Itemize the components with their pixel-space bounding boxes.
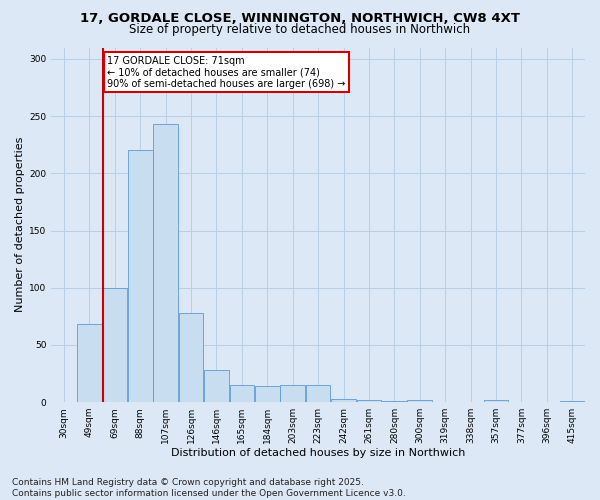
Bar <box>128 150 152 402</box>
Bar <box>280 385 305 402</box>
Y-axis label: Number of detached properties: Number of detached properties <box>15 137 25 312</box>
X-axis label: Distribution of detached houses by size in Northwich: Distribution of detached houses by size … <box>171 448 466 458</box>
Bar <box>306 385 331 402</box>
Bar <box>230 385 254 402</box>
Text: 17, GORDALE CLOSE, WINNINGTON, NORTHWICH, CW8 4XT: 17, GORDALE CLOSE, WINNINGTON, NORTHWICH… <box>80 12 520 26</box>
Bar <box>154 124 178 402</box>
Text: 17 GORDALE CLOSE: 71sqm
← 10% of detached houses are smaller (74)
90% of semi-de: 17 GORDALE CLOSE: 71sqm ← 10% of detache… <box>107 56 346 88</box>
Bar <box>204 370 229 402</box>
Bar <box>407 400 432 402</box>
Bar <box>356 400 381 402</box>
Bar <box>103 288 127 402</box>
Text: Size of property relative to detached houses in Northwich: Size of property relative to detached ho… <box>130 22 470 36</box>
Bar <box>179 313 203 402</box>
Bar <box>484 400 508 402</box>
Bar <box>382 401 407 402</box>
Text: Contains HM Land Registry data © Crown copyright and database right 2025.
Contai: Contains HM Land Registry data © Crown c… <box>12 478 406 498</box>
Bar <box>560 401 584 402</box>
Bar <box>331 398 356 402</box>
Bar <box>255 386 280 402</box>
Bar <box>77 324 102 402</box>
